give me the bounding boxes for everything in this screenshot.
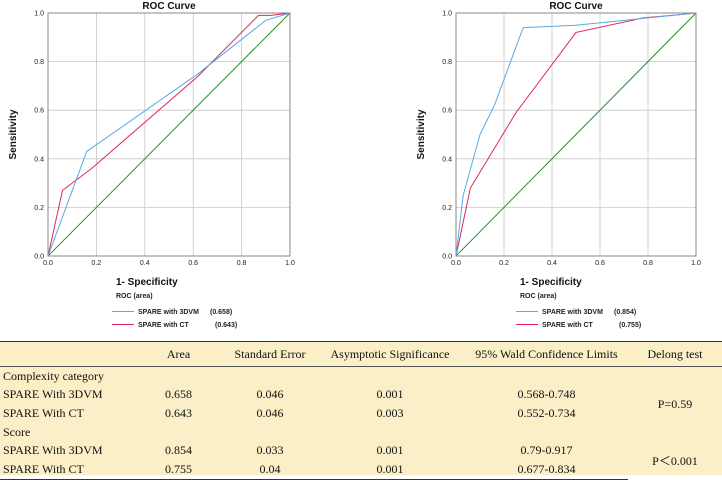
x-tick-label: 0.2: [499, 260, 509, 267]
y-axis-label: Sensitivity: [416, 109, 427, 159]
y-tick-label: 0.2: [34, 205, 44, 212]
y-tick-label: 0.6: [442, 108, 452, 115]
x-tick-label: 0.6: [595, 260, 605, 267]
series-line-spare-with-3dvm: [455, 12, 697, 257]
cell-area: 0.755: [132, 459, 225, 480]
y-tick-label: 1.0: [442, 11, 452, 18]
row-label: SPARE With CT: [3, 405, 84, 420]
legend-title: ROC (area): [520, 293, 557, 300]
plot-frame: [455, 12, 697, 257]
y-tick-label: 0.8: [34, 59, 44, 66]
cell-confidence-limits: 0.568-0.748: [517, 387, 576, 402]
y-tick-label: 0.0: [34, 254, 44, 261]
row-label: SPARE With CT: [0, 459, 132, 480]
cell-standard-error: 0.046: [256, 387, 284, 402]
x-tick-label: 0.4: [140, 260, 150, 267]
cell-area: 0.643: [165, 405, 192, 420]
x-tick-label: 0.4: [547, 260, 557, 267]
plot-frame: [47, 12, 291, 257]
x-tick-label: 0.2: [92, 260, 102, 267]
legend-label: SPARE with 3DVM: [542, 309, 603, 316]
x-axis-label: 1- Specificity: [116, 277, 178, 288]
cell-confidence-limits: 0.677-0.834: [465, 459, 628, 480]
cell-significance: 0.001: [315, 459, 465, 480]
roc-charts: 0.0 0.2 0.4 0.6 0.8 1.0 0.0 0.2 0.4 0.6 0.8 1.0 ROC …: [8, 1, 701, 329]
roc-results-table: Area Standard Error Asymptotic Significa…: [0, 341, 722, 480]
legend-label: SPARE with 3DVM: [138, 309, 199, 316]
cell-significance: 0.001: [376, 443, 404, 458]
cell-standard-error: 0.046: [256, 405, 284, 420]
section-label-complexity: Complexity category: [3, 368, 104, 383]
series-line-spare-with-3dvm: [47, 12, 291, 257]
y-tick-label: 0.4: [34, 156, 44, 163]
row-label: SPARE With 3DVM: [3, 387, 103, 402]
cell-delong-complexity: P=0.59: [657, 396, 693, 411]
legend-area-value: (0.643): [215, 322, 237, 329]
x-tick-label: 0.8: [237, 260, 247, 267]
cell-significance: 0.003: [376, 405, 404, 420]
x-tick-label: 0.0: [43, 260, 53, 267]
cell-significance: 0.001: [376, 387, 404, 402]
roc-chart-1: 0.0 0.2 0.4 0.6 0.8 1.0 0.0 0.2 0.4 0.6 0.8 1.0 ROC …: [8, 1, 295, 329]
y-tick-label: 0.4: [442, 156, 452, 163]
cell-area: 0.658: [165, 387, 192, 402]
section-label-score: Score: [3, 424, 31, 439]
y-tick-label: 0.8: [442, 59, 452, 66]
col-header-label: [0, 342, 132, 367]
series-line-spare-with-ct: [47, 12, 291, 257]
x-tick-label: 1.0: [691, 260, 701, 267]
legend-area-value: (0.658): [210, 309, 232, 316]
cell-delong-score: P＜0.001: [652, 453, 698, 468]
chart-title: ROC Curve: [142, 1, 196, 12]
legend-area-value: (0.854): [614, 309, 636, 316]
y-tick-label: 0.2: [442, 205, 452, 212]
col-header-standard-error: Standard Error: [225, 342, 315, 367]
x-axis-label: 1- Specificity: [520, 277, 582, 288]
cell-standard-error: 0.033: [256, 443, 284, 458]
col-header-area: Area: [132, 342, 225, 367]
cell-confidence-limits: 0.552-0.734: [517, 405, 576, 420]
col-header-delong-test: Delong test: [628, 342, 722, 367]
x-tick-label: 0.6: [188, 260, 198, 267]
series-line-reference: [47, 12, 291, 257]
col-header-asymptotic-significance: Asymptotic Significance: [315, 342, 465, 367]
legend-area-value: (0.755): [619, 322, 641, 329]
x-tick-label: 1.0: [285, 260, 295, 267]
roc-chart-2: 0.0 0.2 0.4 0.6 0.8 1.0 0.0 0.2 0.4 0.6 0.8 1.0 ROC …: [416, 1, 701, 329]
legend-label: SPARE with CT: [138, 322, 190, 329]
x-tick-label: 0.8: [643, 260, 653, 267]
cell-confidence-limits: 0.79-0.917: [520, 443, 573, 458]
y-tick-label: 1.0: [34, 11, 44, 18]
series-line-reference: [455, 12, 697, 257]
col-header-wald-confidence-limits: 95% Wald Confidence Limits: [465, 342, 628, 367]
y-tick-label: 0.6: [34, 108, 44, 115]
y-tick-label: 0.0: [442, 254, 452, 261]
cell-standard-error: 0.04: [225, 459, 315, 480]
y-axis-label: Sensitivity: [8, 109, 19, 159]
x-tick-label: 0.0: [451, 260, 461, 267]
cell-area: 0.854: [165, 443, 192, 458]
chart-title: ROC Curve: [549, 1, 603, 12]
legend-label: SPARE with CT: [542, 322, 594, 329]
legend-title: ROC (area): [116, 293, 153, 300]
row-label: SPARE With 3DVM: [3, 443, 103, 458]
